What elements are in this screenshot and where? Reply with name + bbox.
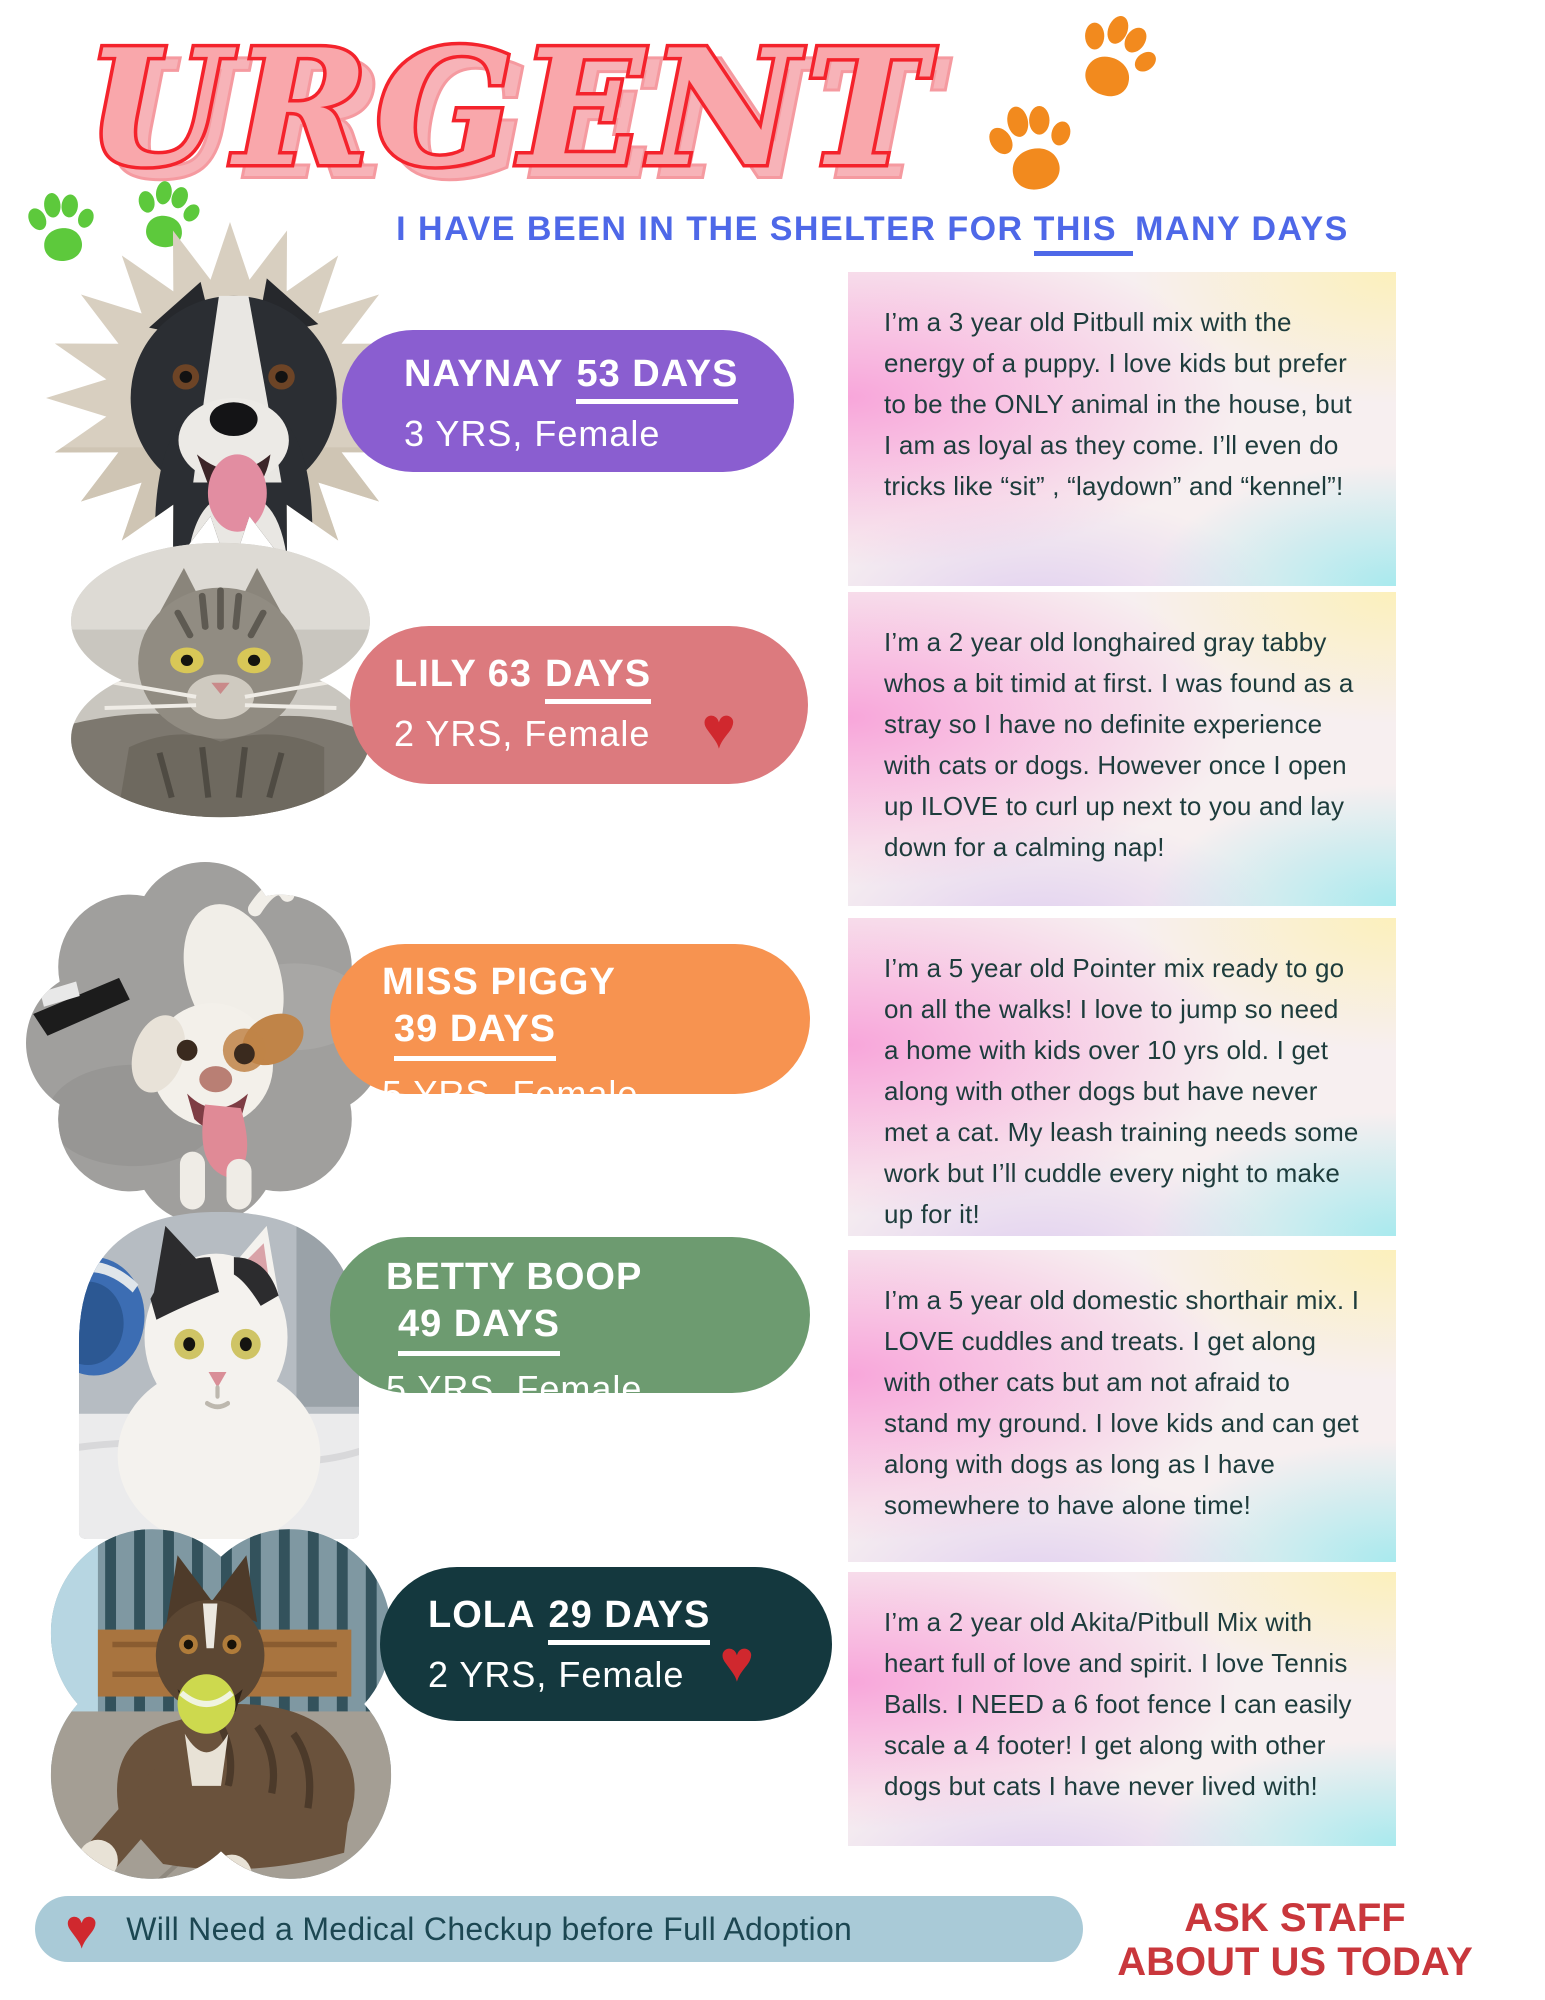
heart-icon: ♥: [701, 696, 736, 761]
pet-name-pill-naynay: NAYNAY 53 DAYS 3 YRS, Female: [342, 330, 794, 472]
subtitle-prefix: I HAVE BEEN IN THE SHELTER FOR: [396, 210, 1024, 248]
pet-age-gender: 5 YRS, Female: [382, 1072, 639, 1114]
pet-age-gender: 3 YRS, Female: [404, 412, 661, 454]
pet-name-days: MISS PIGGY 39 DAYS: [382, 960, 790, 1061]
pet-photo-betty-boop: [70, 1198, 368, 1546]
pet-description-miss-piggy: I’m a 5 year old Pointer mix ready to go…: [848, 918, 1396, 1236]
paw-icon: [970, 83, 1092, 208]
cta-line2: ABOUT US TODAY: [1117, 1940, 1473, 1984]
pet-photo-lily: [68, 540, 373, 820]
pet-name-pill-lily: LILY 63 DAYS 2 YRS, Female ♥: [350, 626, 808, 784]
pet-age-gender: 5 YRS, Female: [386, 1367, 643, 1409]
heart-icon: ♥: [719, 1629, 754, 1694]
medical-checkup-note-bar: ♥ Will Need a Medical Checkup before Ful…: [35, 1896, 1083, 1962]
cta-line1: ASK STAFF: [1184, 1896, 1406, 1940]
pet-description-lola: I’m a 2 year old Akita/Pitbull Mix with …: [848, 1572, 1396, 1846]
pet-age-gender: 2 YRS, Female: [394, 712, 651, 754]
pet-name-pill-miss-piggy: MISS PIGGY 39 DAYS 5 YRS, Female: [330, 944, 810, 1114]
pet-name-pill-lola: LOLA 29 DAYS 2 YRS, Female ♥: [380, 1567, 832, 1721]
svg-text:URGENT: URGENT: [86, 18, 936, 190]
pet-name-days: NAYNAY 53 DAYS: [404, 352, 774, 404]
subtitle-suffix: MANY DAYS: [1135, 210, 1349, 248]
pet-name-days: LOLA 29 DAYS: [428, 1593, 812, 1645]
pet-age-gender: 2 YRS, Female: [428, 1653, 685, 1695]
pet-description-naynay: I’m a 3 year old Pitbull mix with the en…: [848, 272, 1396, 586]
heart-icon: ♥: [65, 1897, 99, 1960]
pet-name-days: BETTY BOOP 49 DAYS: [386, 1255, 790, 1356]
pet-name-pill-betty-boop: BETTY BOOP 49 DAYS 5 YRS, Female: [330, 1237, 810, 1409]
ask-staff-cta: ASK STAFF ABOUT US TODAY: [1085, 1896, 1505, 1984]
subtitle: I HAVE BEEN IN THE SHELTER FOR THIS MANY D…: [300, 210, 1445, 256]
urgent-title: URGENT URGENT: [83, 18, 950, 190]
pet-name-days: LILY 63 DAYS: [394, 652, 788, 704]
subtitle-underlined-word: THIS: [1033, 210, 1134, 256]
medical-checkup-note: Will Need a Medical Checkup before Full …: [126, 1910, 853, 1947]
svg-text:URGENT: URGENT: [100, 26, 950, 190]
pet-description-lily: I’m a 2 year old longhaired gray tabby w…: [848, 592, 1396, 906]
pet-photo-lola: [40, 1518, 402, 1890]
pet-photo-miss-piggy: [26, 862, 384, 1224]
pet-description-betty-boop: I’m a 5 year old domestic shorthair mix.…: [848, 1250, 1396, 1562]
